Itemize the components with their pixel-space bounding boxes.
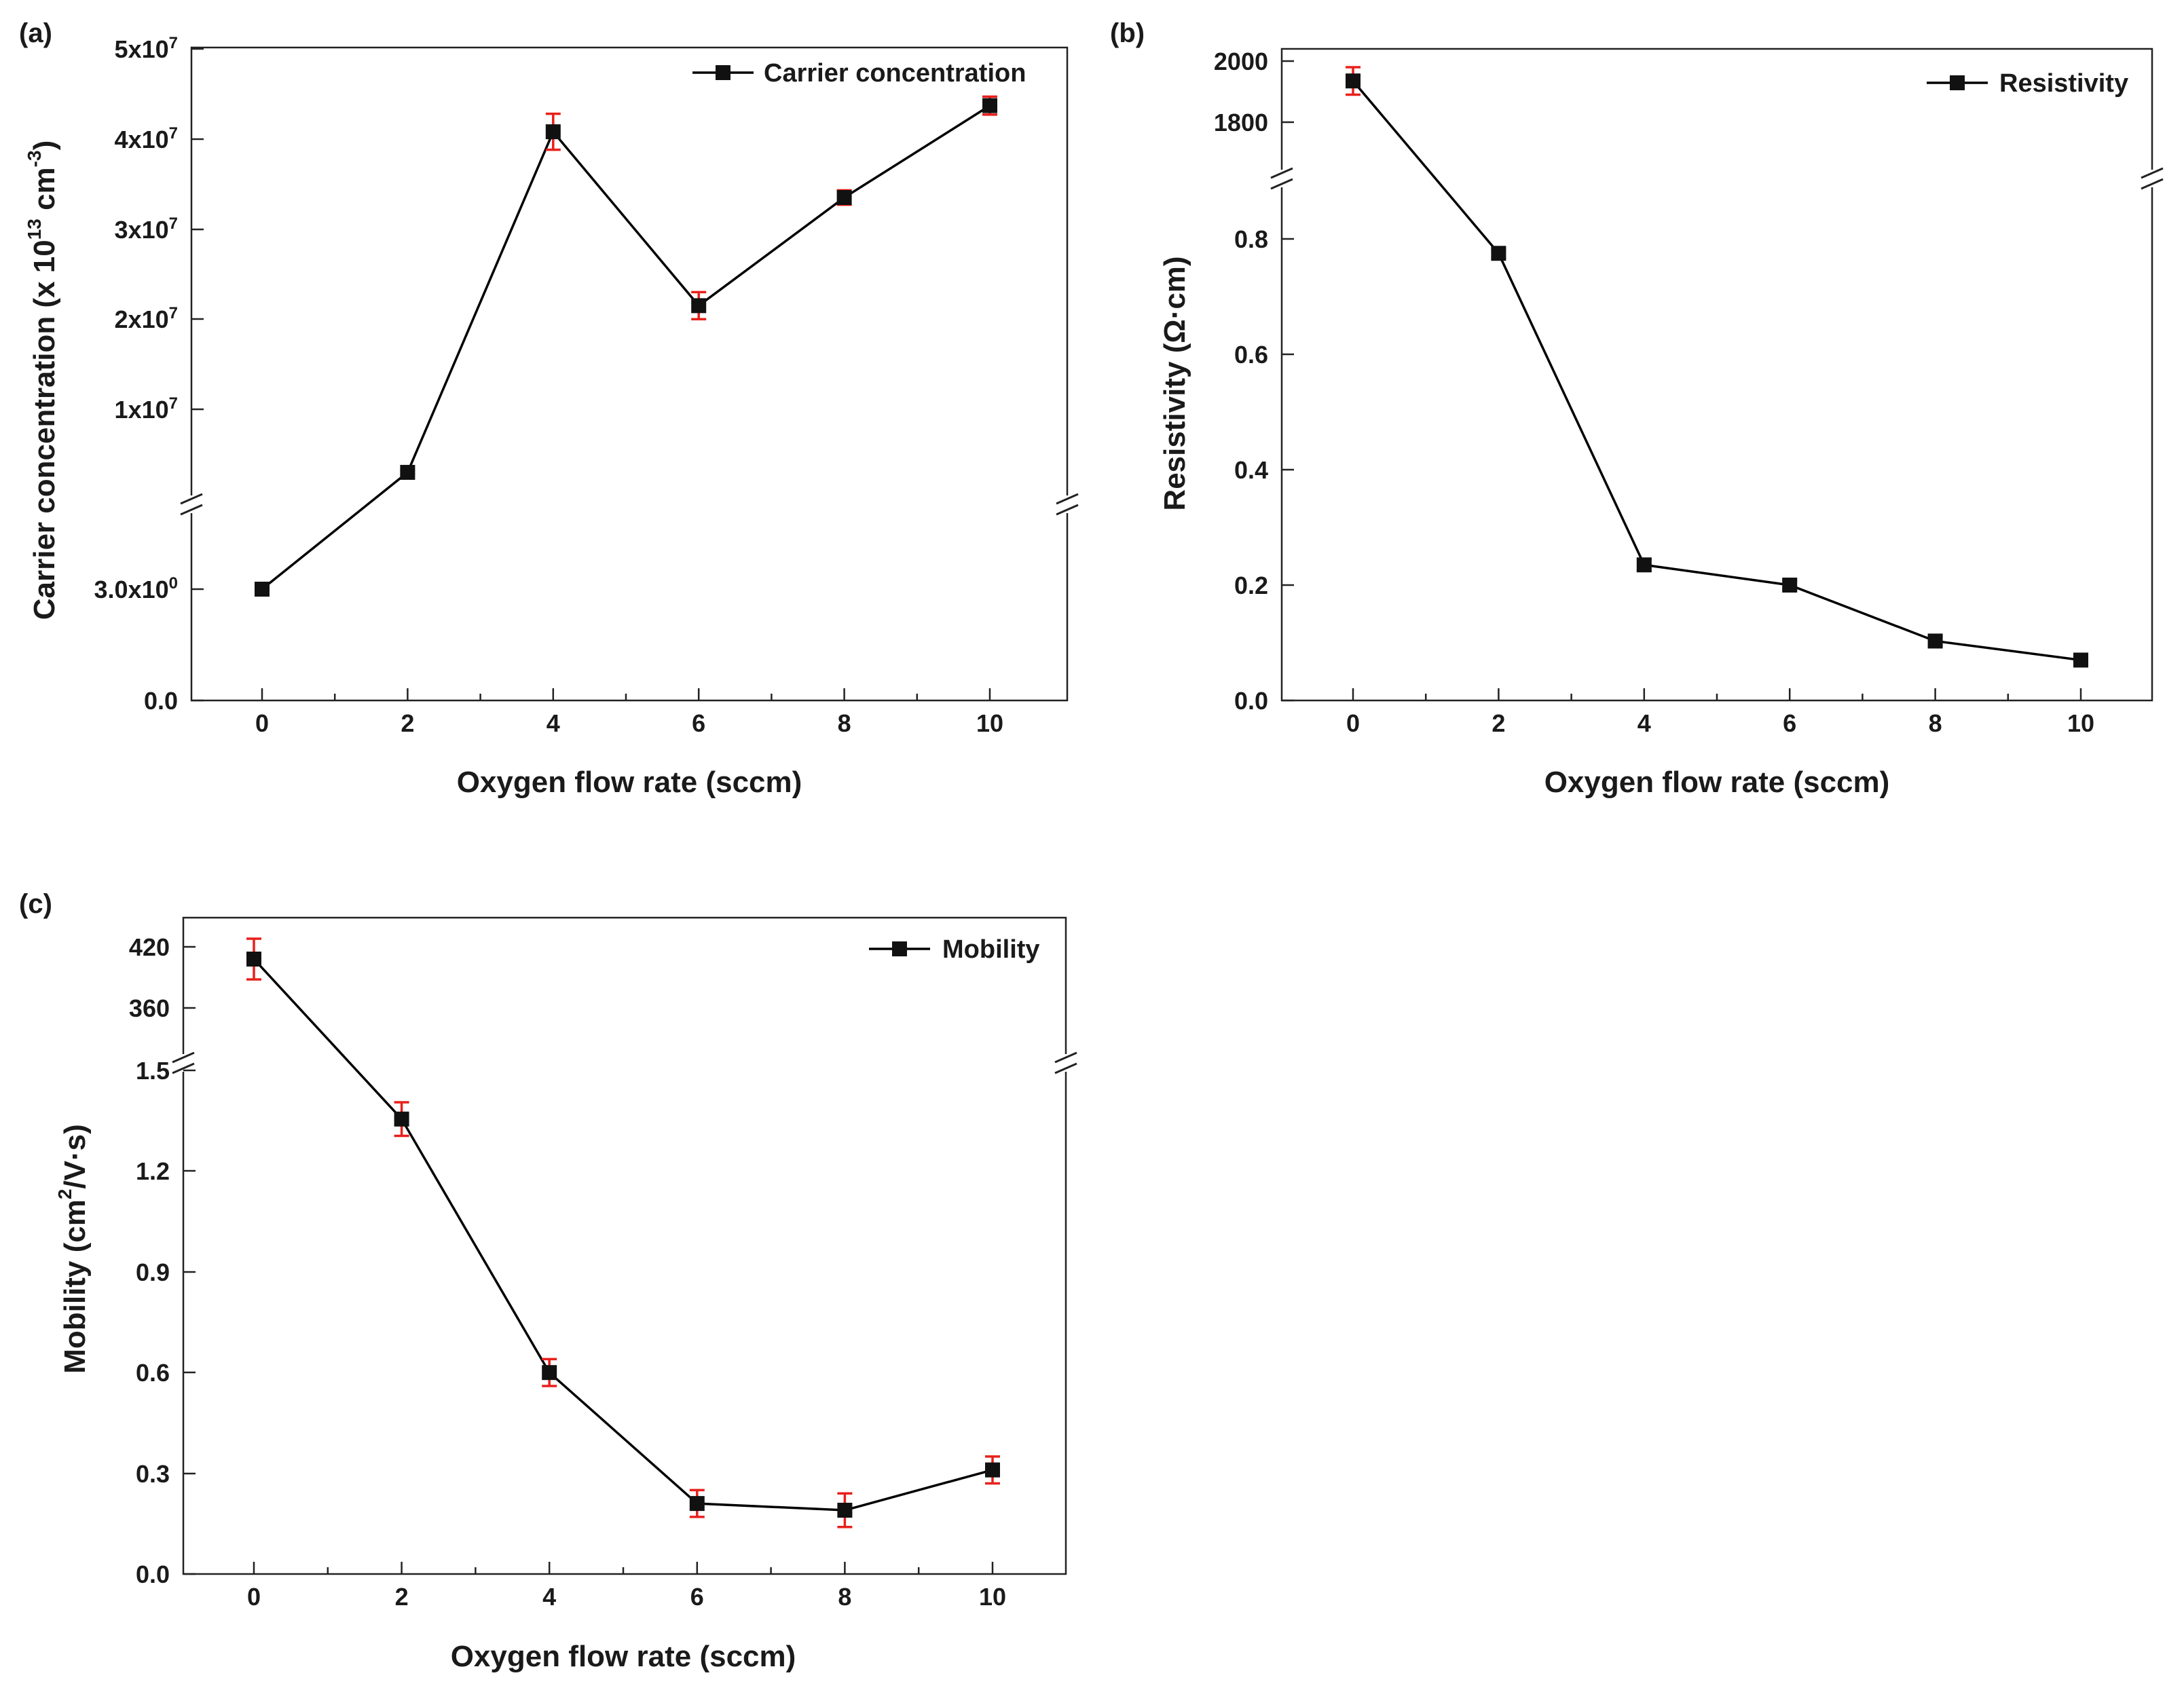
panel-b-series-line xyxy=(1352,80,2081,662)
panel-b-xtick-label: 4 xyxy=(1637,709,1651,737)
panel-c-ytick-label: 1.2 xyxy=(136,1157,170,1185)
panel-a-data-point xyxy=(836,190,852,206)
panel-b-ytick-label: 0.6 xyxy=(1234,341,1268,369)
panel-a-ytick-label: 3x107 xyxy=(115,214,178,244)
panel-c-y-axis-label: Mobility (cm2/V·s) xyxy=(54,1124,92,1374)
panel-b: (b) 0 2 4 6 8 10 0.0 0.2 0.4 0.6 0.8 1800 2000 Oxyg… xyxy=(1110,18,2164,799)
panel-a-ytick-label: 2x107 xyxy=(115,304,178,333)
panel-b-data-point xyxy=(1491,246,1506,261)
panel-c-plot-frame xyxy=(182,916,1067,1575)
panel-b-x-axis: 0 2 4 6 8 10 xyxy=(1346,688,2094,737)
panel-a-data-point xyxy=(400,464,415,480)
panel-a-series-line xyxy=(261,105,991,591)
panel-a-xtick-label: 6 xyxy=(692,709,705,737)
panel-a-y-axis: 0.0 3.0x100 1x107 2x107 3x107 4x107 5x10… xyxy=(94,34,204,715)
panel-c-data-point xyxy=(394,1111,409,1127)
panel-b-ytick-label: 0.0 xyxy=(1234,687,1268,715)
panel-b-data-point xyxy=(1636,557,1652,573)
panel-a-data-point xyxy=(545,124,561,140)
panel-a-plot-frame xyxy=(190,46,1069,702)
panel-a-data-point xyxy=(982,98,997,113)
panel-a-x-axis-label: Oxygen flow rate (sccm) xyxy=(457,766,802,799)
panel-c-xtick-label: 4 xyxy=(542,1583,556,1611)
panel-b-xtick-label: 10 xyxy=(2067,709,2094,737)
panel-b-data-point xyxy=(1927,633,1943,649)
panel-a-ytick-label: 0.0 xyxy=(144,687,178,715)
panel-c-ytick-label: 0.6 xyxy=(136,1359,170,1387)
panel-c-xtick-label: 0 xyxy=(247,1583,261,1611)
panel-a-xtick-label: 4 xyxy=(547,709,560,737)
panel-c-legend: Mobility xyxy=(869,935,1040,964)
panel-b-ytick-label: 1800 xyxy=(1214,109,1268,136)
panel-c-xtick-label: 8 xyxy=(838,1583,851,1611)
panel-a-legend: Carrier concentration xyxy=(692,59,1026,88)
panel-b-label: (b) xyxy=(1110,18,1145,48)
panel-b-xtick-label: 2 xyxy=(1492,709,1505,737)
panel-c-series-line xyxy=(253,958,993,1512)
panel-a-xtick-label: 2 xyxy=(401,709,414,737)
panel-c-x-axis-label: Oxygen flow rate (sccm) xyxy=(451,1640,796,1673)
panel-b-y-axis-label: Resistivity (Ω·cm) xyxy=(1158,256,1191,510)
panel-b-data-point xyxy=(2073,652,2088,668)
panel-a: (a) 0 2 4 6 8 10 0.0 3.0x100 1x107 2x107 3x10 xyxy=(19,18,1079,799)
panel-b-xtick-label: 8 xyxy=(1929,709,1942,737)
panel-c-ytick-label: 0.3 xyxy=(136,1460,170,1488)
panel-c-y-axis: 0.0 0.3 0.6 0.9 1.2 1.5 360 420 xyxy=(129,933,196,1588)
panel-c-xtick-label: 6 xyxy=(690,1583,704,1611)
panel-c-data-point xyxy=(985,1462,1000,1478)
panel-b-legend: Resistivity xyxy=(1927,69,2128,98)
panel-b-ytick-label: 2000 xyxy=(1214,48,1268,75)
panel-a-label: (a) xyxy=(19,18,52,48)
panel-b-ytick-label: 0.4 xyxy=(1234,456,1268,484)
panel-a-x-axis: 0 2 4 6 8 10 xyxy=(255,688,1003,737)
panel-a-ytick-label: 1x107 xyxy=(115,394,178,424)
panel-a-data-point xyxy=(255,582,270,597)
panel-c-data-point xyxy=(837,1503,853,1518)
panel-b-ytick-label: 0.2 xyxy=(1234,572,1268,599)
panel-a-ytick-label: 3.0x100 xyxy=(94,574,178,603)
panel-c-ytick-label: 420 xyxy=(129,933,170,961)
panel-b-plot-frame xyxy=(1280,48,2153,702)
panel-b-axis-break xyxy=(1270,167,2164,190)
panel-c-ytick-label: 360 xyxy=(129,994,170,1022)
panel-c-ytick-label: 0.0 xyxy=(136,1560,170,1588)
panel-b-xtick-label: 6 xyxy=(1783,709,1796,737)
panel-b-y-axis: 0.0 0.2 0.4 0.6 0.8 1800 2000 xyxy=(1214,48,1294,715)
panel-a-legend-label: Carrier concentration xyxy=(764,59,1026,88)
panel-c-legend-label: Mobility xyxy=(942,935,1040,964)
panel-a-xtick-label: 0 xyxy=(255,709,269,737)
panel-b-data-point xyxy=(1782,578,1798,593)
panel-c-xtick-label: 10 xyxy=(979,1583,1006,1611)
panel-a-ytick-label: 4x107 xyxy=(115,124,178,153)
panel-b-data-point xyxy=(1346,73,1361,89)
panel-c-data-point xyxy=(689,1496,705,1512)
panel-c-label: (c) xyxy=(19,889,52,919)
panel-a-axis-break xyxy=(180,493,1079,516)
panel-c-data-point xyxy=(246,952,261,967)
panel-b-xtick-label: 0 xyxy=(1346,709,1360,737)
panel-a-ytick-label: 5x107 xyxy=(115,34,178,63)
panel-c-series xyxy=(246,937,1000,1529)
panel-a-y-axis-label: Carrier concentration (x 1013 cm-3) xyxy=(24,140,61,620)
panel-b-x-axis-label: Oxygen flow rate (sccm) xyxy=(1544,766,1890,799)
panel-c-ytick-label: 1.5 xyxy=(136,1057,170,1085)
panel-a-data-point xyxy=(691,298,707,314)
panel-c-data-point xyxy=(542,1365,557,1381)
panel-c: (c) 0 2 4 6 8 10 0.0 0.3 0.6 0.9 1.2 1.5 360 420 Oxy… xyxy=(19,889,1077,1673)
panel-c-x-axis: 0 2 4 6 8 10 xyxy=(247,1562,1006,1611)
panel-b-series xyxy=(1346,66,2088,668)
panel-c-ytick-label: 0.9 xyxy=(136,1258,170,1286)
panel-c-axis-break xyxy=(172,1051,1077,1074)
panel-b-legend-label: Resistivity xyxy=(1999,69,2128,98)
panel-a-xtick-label: 10 xyxy=(976,709,1003,737)
panel-a-xtick-label: 8 xyxy=(838,709,851,737)
panel-a-series xyxy=(255,95,997,597)
panel-c-xtick-label: 2 xyxy=(395,1583,409,1611)
panel-b-ytick-label: 0.8 xyxy=(1234,225,1268,253)
